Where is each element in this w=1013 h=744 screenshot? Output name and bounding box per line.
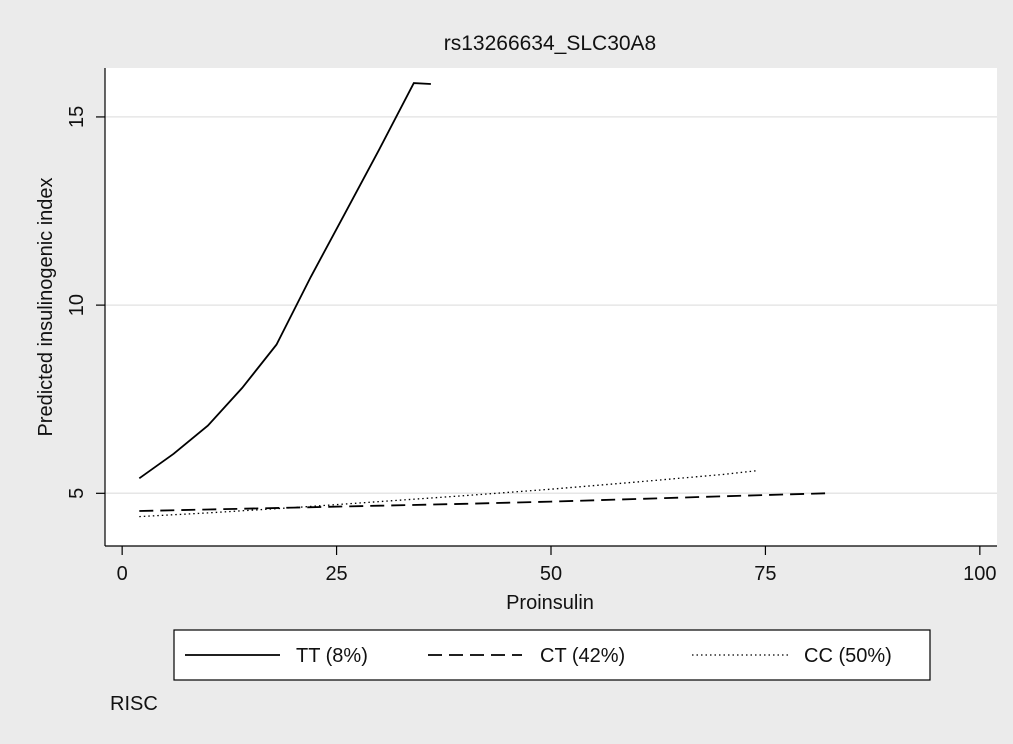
chart-title: rs13266634_SLC30A8 xyxy=(444,32,657,55)
y-tick-label: 5 xyxy=(66,488,88,499)
legend-box xyxy=(173,629,931,681)
x-tick-label: 50 xyxy=(540,563,562,585)
plot-area xyxy=(105,68,997,546)
legend: TT (8%) CT (42%) CC (50%) xyxy=(173,629,931,681)
y-ticks: 5 10 15 xyxy=(66,106,105,499)
x-tick-label: 25 xyxy=(325,563,347,585)
x-tick-label: 75 xyxy=(754,563,776,585)
x-tick-label: 100 xyxy=(963,563,996,585)
chart-note: RISC xyxy=(110,693,158,715)
y-tick-label: 15 xyxy=(66,106,88,128)
x-axis-label: Proinsulin xyxy=(506,592,594,614)
y-axis-label: Predicted insulinogenic index xyxy=(35,177,57,436)
gridlines xyxy=(105,116,997,495)
series-line-dashed xyxy=(139,492,826,512)
y-tick-label: 10 xyxy=(66,294,88,316)
legend-label: TT (8%) xyxy=(296,645,368,667)
series-line-solid xyxy=(138,82,431,480)
x-tick-label: 0 xyxy=(117,563,128,585)
legend-label: CT (42%) xyxy=(540,645,625,667)
legend-label: CC (50%) xyxy=(804,645,892,667)
series-lines xyxy=(138,82,826,518)
x-ticks: 0 25 50 75 100 xyxy=(117,546,997,585)
